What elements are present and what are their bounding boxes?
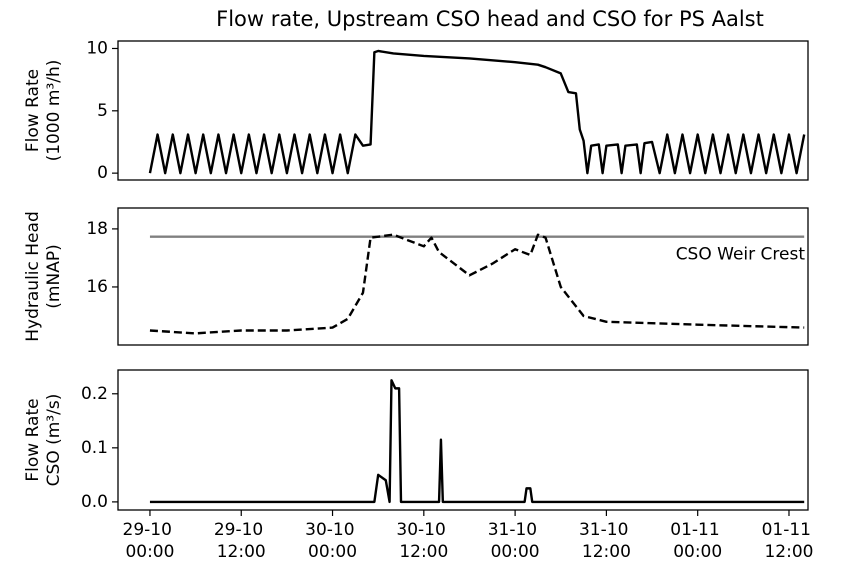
y-tick-label: 5 [97, 101, 108, 121]
x-tick-label: 30-10 00:00 [305, 520, 360, 562]
x-tick-label-line: 12:00 [764, 542, 813, 562]
x-tick-label-line: 31-10 [488, 520, 543, 540]
x-tick-label-line: 00:00 [673, 542, 722, 562]
y-tick-label: 0.0 [81, 492, 108, 512]
x-tick-label-line: 01-11 [670, 520, 725, 540]
y-tick-label: 0.1 [81, 438, 108, 458]
y-axis-label: CSO (m³/s) [44, 394, 64, 487]
plot-frame [117, 207, 809, 346]
y-axis-label: Flow Rate [23, 69, 43, 152]
x-tick-label-line: 29-10 [123, 520, 178, 540]
y-tick-label: 0 [97, 163, 108, 183]
x-tick-label-line: 00:00 [491, 542, 540, 562]
x-tick-label-line: 12:00 [582, 542, 631, 562]
x-tick-label: 30-10 12:00 [396, 520, 451, 562]
y-axis-label: (mNAP) [44, 244, 64, 308]
data-line [149, 233, 805, 335]
chart-title: Flow rate, Upstream CSO head and CSO for… [216, 7, 764, 31]
x-tick-label-line: 12:00 [217, 542, 266, 562]
x-tick-label: 29-10 00:00 [123, 520, 178, 562]
data-line [148, 49, 806, 175]
y-tick-label: 18 [86, 219, 108, 239]
x-tick-label: 01-11 00:00 [670, 520, 725, 562]
x-tick-label-line: 00:00 [308, 542, 357, 562]
y-axis-label: (1000 m³/h) [44, 60, 64, 162]
x-tick-label-line: 30-10 [305, 520, 360, 540]
x-tick-label-line: 00:00 [125, 542, 174, 562]
plot-frame [117, 369, 809, 511]
x-tick-label-line: 12:00 [399, 542, 448, 562]
x-tick-label-line: 30-10 [396, 520, 451, 540]
y-tick-label: 16 [86, 277, 108, 297]
y-tick-label: 0.2 [81, 384, 108, 404]
reference-label: CSO Weir Crest [676, 245, 806, 265]
x-tick-label: 01-11 12:00 [762, 520, 817, 562]
x-tick-label: 31-10 00:00 [488, 520, 543, 562]
x-tick-label-line: 01-11 [762, 520, 817, 540]
y-tick-label: 10 [86, 38, 108, 58]
data-line [149, 379, 805, 504]
x-tick-label: 29-10 12:00 [214, 520, 269, 562]
plot-frame [117, 40, 809, 181]
x-tick-label-line: 31-10 [579, 520, 634, 540]
x-tick-label-line: 29-10 [214, 520, 269, 540]
y-axis-label: Flow Rate [23, 398, 43, 481]
x-tick-label: 31-10 12:00 [579, 520, 634, 562]
y-axis-label: Hydraulic Head [23, 211, 43, 341]
